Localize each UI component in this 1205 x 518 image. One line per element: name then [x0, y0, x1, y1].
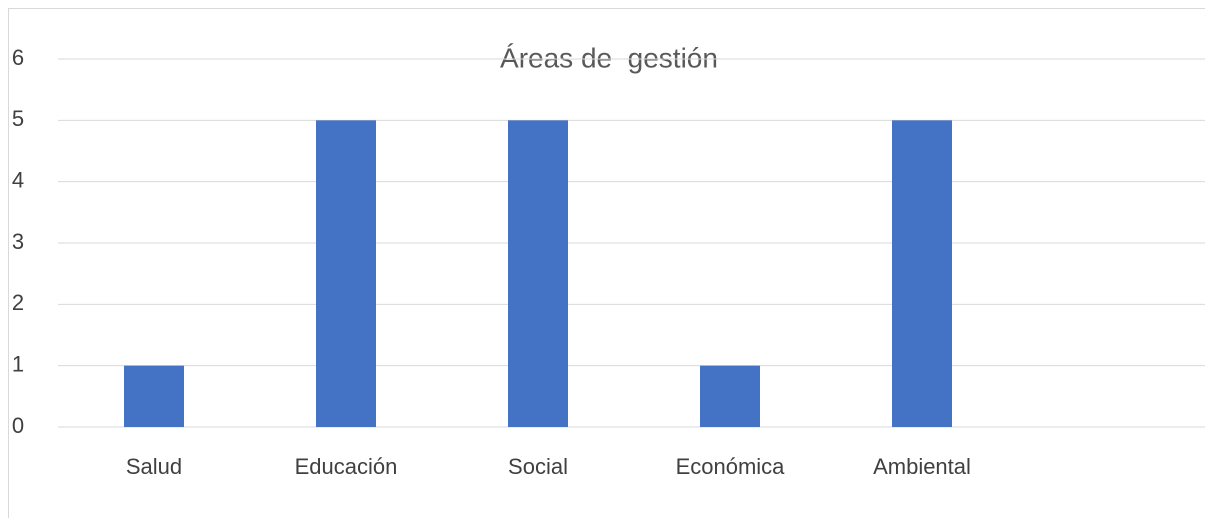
y-tick-label: 6 — [12, 45, 24, 70]
y-tick-label: 1 — [12, 351, 24, 376]
y-tick-label: 3 — [12, 229, 24, 254]
bar — [316, 120, 376, 427]
x-tick-label: Social — [508, 454, 568, 479]
y-tick-label: 0 — [12, 413, 24, 438]
x-tick-label: Educación — [295, 454, 398, 479]
bar — [892, 120, 952, 427]
x-tick-label: Ambiental — [873, 454, 971, 479]
bar — [124, 365, 184, 427]
bar — [700, 365, 760, 427]
x-tick-label: Económica — [676, 454, 786, 479]
bar — [508, 120, 568, 427]
y-tick-label: 2 — [12, 290, 24, 315]
y-tick-label: 4 — [12, 167, 24, 192]
x-tick-label: Salud — [126, 454, 182, 479]
y-tick-label: 5 — [12, 106, 24, 131]
chart-frame — [8, 8, 1205, 518]
chart-title: Áreas de gestión — [500, 42, 718, 73]
